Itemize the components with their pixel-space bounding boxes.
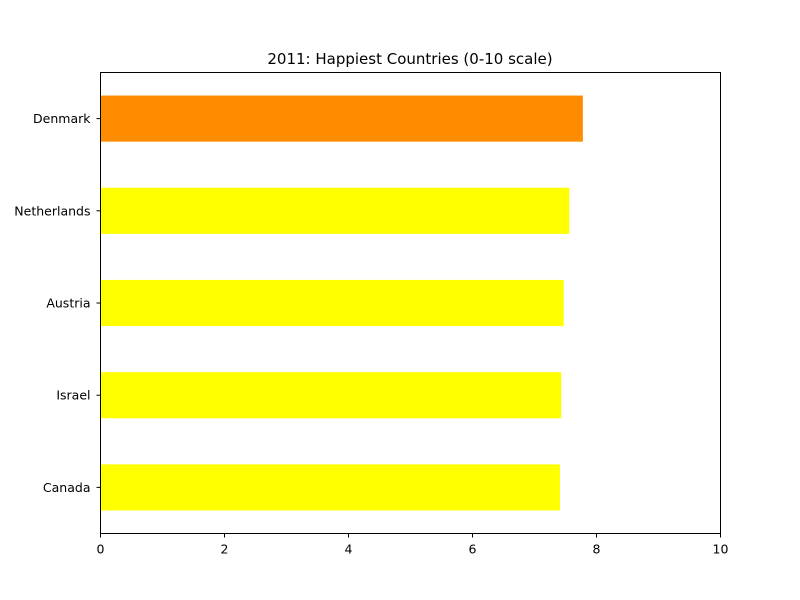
x-tick-label: 2 (221, 542, 229, 557)
y-tick-label: Canada (43, 480, 91, 495)
x-axis: 0 2 4 6 8 10 (97, 533, 729, 557)
x-tick-label: 6 (469, 542, 477, 557)
bar-denmark (100, 95, 583, 142)
y-axis: Denmark Netherlands Austria Israel Canada (14, 111, 101, 495)
y-tick-label: Israel (56, 388, 90, 403)
bar-canada (100, 464, 560, 511)
bar-netherlands (100, 187, 570, 234)
y-tick-label: Netherlands (14, 203, 90, 218)
x-tick-label: 8 (593, 542, 601, 557)
y-tick-label: Austria (46, 296, 90, 311)
y-tick-label: Denmark (33, 111, 91, 126)
bars-group (100, 95, 583, 511)
x-tick-label: 10 (713, 542, 729, 557)
bar-austria (100, 279, 564, 327)
bar-israel (100, 372, 562, 419)
chart-title: 2011: Happiest Countries (0-10 scale) (267, 50, 552, 68)
x-tick-label: 0 (97, 542, 105, 557)
x-tick-label: 4 (345, 542, 353, 557)
